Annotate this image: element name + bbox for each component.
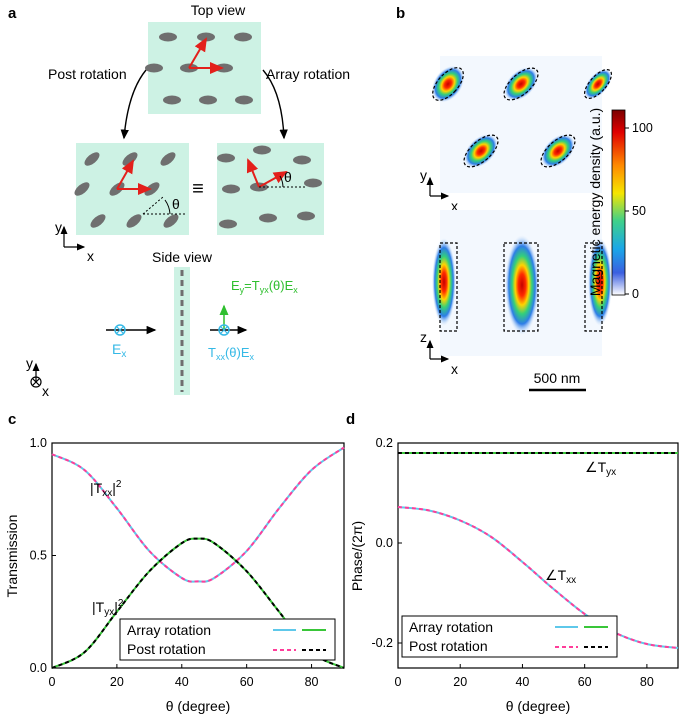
axis-z-side-b: z: [420, 329, 427, 345]
xtick-label-d-4: 80: [640, 675, 654, 689]
colorbar-ticks: [625, 127, 629, 295]
xtick-label-c-4: 80: [305, 675, 319, 689]
ylabel-c: Transmission: [4, 515, 20, 598]
ytick-label-c-2: 1.0: [30, 436, 47, 450]
tyx-label-c: |Tyx|2: [92, 598, 124, 618]
panel-label-b: b: [396, 5, 405, 22]
post-rotation-arrow: [120, 69, 147, 140]
panel-d: d 0 20 40 60 80 0.2 0.0 -0.2 ∠Tyx ∠Txx Array ro…: [346, 411, 679, 714]
post-outlines-side: [439, 242, 603, 332]
xlabel-c: θ (degree): [166, 698, 231, 714]
ylabel-d: Phase/(2π): [349, 521, 365, 591]
series-c-1: [51, 446, 345, 583]
legend-d: Array rotation Post rotation: [401, 615, 618, 658]
field-hotspots-side: [432, 235, 612, 335]
series-c-3: [51, 537, 345, 669]
xtick-label-c-0: 0: [49, 675, 56, 689]
array-rotation-angle: θ: [259, 169, 306, 188]
xtick-label-c-2: 40: [175, 675, 189, 689]
axes-xy-a: y x: [55, 219, 94, 264]
legend-c-array: Array rotation: [127, 622, 211, 638]
xtick-label-d-1: 20: [453, 675, 467, 689]
axis-x-top-b: x: [451, 198, 458, 214]
axis-y-top-b: y: [420, 167, 427, 183]
panel-label-a: a: [8, 5, 17, 22]
top-view-lattice-vectors: [188, 37, 224, 74]
equivalent-sign: ≡: [192, 178, 204, 200]
side-view-title: Side view: [152, 249, 213, 265]
array-rotation-arrow: [262, 69, 288, 140]
axes-yx-side-a: y x: [26, 355, 49, 399]
post-rotation-angle: θ: [142, 196, 185, 215]
colorbar-tick-0: 0: [632, 287, 639, 301]
array-rotation-lattice-vectors: [246, 158, 288, 188]
xtick-label-d-0: 0: [395, 675, 402, 689]
txx-equation: Txx(θ)Ex: [208, 345, 255, 362]
axis-x-side-b: x: [451, 361, 458, 377]
ytick-label-d-0: 0.2: [376, 436, 393, 450]
theta-post: θ: [172, 196, 180, 212]
colorbar-tick-50: 50: [632, 204, 646, 218]
xtick-label-c-1: 20: [110, 675, 124, 689]
legend-d-post: Post rotation: [409, 638, 488, 654]
colorbar-label: Magnetic energy density (a.u.): [587, 108, 603, 296]
field-hotspots-top: [431, 65, 612, 168]
panel-a: a Top view Post rotation Array rotation: [8, 2, 350, 399]
axes-top-b: y x: [420, 167, 458, 214]
txx-label-c: |Txx|2: [90, 479, 122, 499]
panel-c: c 0 20 40 60 80 0.0 0.5 1.0 |Tyx|2 |Txx|2 Array…: [4, 411, 345, 714]
tyx-label-d: ∠Tyx: [585, 459, 616, 478]
array-rotation-label: Array rotation: [266, 66, 350, 82]
txx-label-d: ∠Txx: [545, 567, 576, 586]
axes-side-b: z x: [420, 329, 458, 377]
axis-y-side-a: y: [26, 355, 33, 371]
incident-wave: Ex: [106, 324, 157, 360]
legend-d-array: Array rotation: [409, 619, 493, 635]
axis-y-a: y: [55, 219, 62, 235]
ytick-label-d-1: 0.0: [376, 536, 393, 550]
scale-bar-label: 500 nm: [534, 370, 581, 386]
ytick-label-d-2: -0.2: [371, 636, 393, 650]
panel-b: b y x: [396, 5, 653, 392]
xtick-label-c-3: 60: [240, 675, 254, 689]
legend-c: Array rotation Post rotation: [119, 618, 336, 661]
panel-label-c: c: [8, 411, 16, 428]
colorbar: [611, 109, 626, 296]
theta-array: θ: [284, 169, 292, 185]
xtick-label-d-3: 60: [578, 675, 592, 689]
xtick-label-d-2: 40: [515, 675, 529, 689]
transmitted-wave: Ey=Tyx(θ)Ex Txx(θ)Ex: [208, 278, 298, 362]
axis-x-side-a: x: [42, 383, 49, 399]
ytick-label-c-1: 0.5: [30, 549, 47, 563]
plot-frame-d: [397, 442, 679, 669]
panel-label-d: d: [346, 411, 355, 428]
colorbar-tick-100: 100: [632, 121, 653, 135]
legend-c-post: Post rotation: [127, 641, 206, 657]
ey-equation: Ey=Tyx(θ)Ex: [231, 278, 298, 295]
top-view-title: Top view: [191, 2, 246, 18]
ytick-label-c-0: 0.0: [30, 661, 47, 675]
ex-label: Ex: [112, 341, 126, 360]
axis-x-a: x: [87, 248, 94, 264]
post-rotation-posts: [74, 152, 179, 228]
post-rotation-lattice-vectors: [116, 159, 152, 195]
xlabel-d: θ (degree): [506, 698, 571, 714]
series-c-0: [51, 446, 345, 583]
post-rotation-label: Post rotation: [48, 66, 127, 82]
series-d-3: [397, 506, 679, 649]
